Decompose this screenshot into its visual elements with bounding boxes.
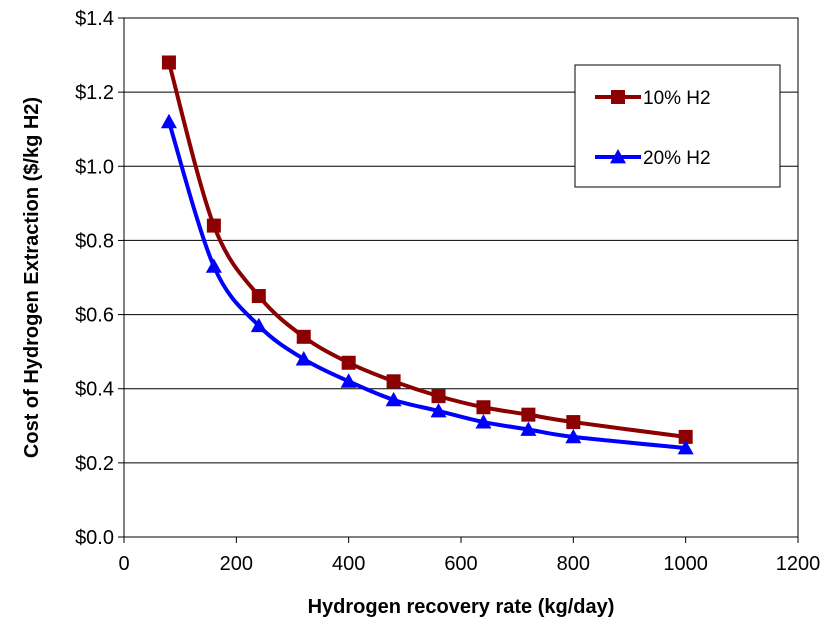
series-line: [167, 61, 686, 439]
series-2: [160, 113, 694, 455]
data-point: [340, 373, 357, 388]
x-tick-label: 600: [444, 553, 477, 575]
data-point: [430, 402, 447, 418]
data-point: [677, 440, 694, 455]
legend: 10% H2 20% H2: [574, 64, 781, 188]
data-point: [475, 414, 492, 429]
data-point: [385, 391, 402, 407]
data-point: [161, 55, 176, 70]
y-tick-label: $0.0: [75, 527, 114, 549]
data-point: [678, 429, 693, 444]
legend-label: 10% H2: [643, 88, 711, 109]
x-tick-label: 400: [332, 553, 365, 575]
data-point: [386, 374, 401, 389]
data-point: [160, 113, 177, 129]
data-point: [476, 400, 491, 415]
x-tick-label: 200: [220, 553, 253, 575]
legend-label: 20% H2: [643, 148, 711, 169]
legend-box: [574, 64, 781, 188]
x-axis-title: Hydrogen recovery rate (kg/day): [308, 596, 615, 618]
legend-swatch-marker: [611, 90, 625, 104]
data-point: [295, 351, 312, 366]
data-point: [205, 258, 222, 273]
series-layer: [160, 55, 694, 455]
data-point: [251, 289, 266, 304]
x-tick-label: 1200: [776, 553, 821, 575]
y-tick-label: $1.4: [75, 8, 114, 30]
series-1: [161, 55, 693, 444]
grid-lines: [124, 91, 798, 464]
y-tick-label: $1.0: [75, 156, 114, 178]
axes: $0.0 $0.2 $0.4 $0.6 $0.8 $1.0 $1.2 $1.4 0 200 400 6…: [75, 8, 820, 575]
data-point: [341, 355, 356, 370]
data-point: [431, 389, 446, 404]
data-point: [566, 415, 581, 430]
y-axis-title: Cost of Hydrogen Extraction ($/kg H2): [21, 97, 43, 458]
y-tick-label: $0.2: [75, 453, 114, 475]
data-point: [206, 218, 221, 233]
y-tick-label: $0.8: [75, 230, 114, 252]
y-tick-label: $1.2: [75, 82, 114, 104]
y-tick-label: $0.6: [75, 305, 114, 327]
data-point: [296, 329, 311, 344]
x-tick-label: 1000: [663, 553, 708, 575]
data-point: [520, 421, 537, 436]
x-tick-label: 0: [118, 553, 129, 575]
data-point: [521, 407, 536, 422]
x-tick-label: 800: [557, 553, 590, 575]
legend-swatch-marker: [610, 149, 626, 164]
data-point: [250, 317, 267, 333]
data-point: [565, 428, 582, 444]
y-tick-label: $0.4: [75, 379, 114, 401]
